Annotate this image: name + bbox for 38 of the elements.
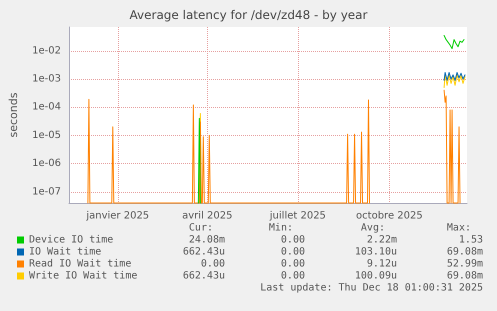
y-tick-label: 1e-06 [32, 158, 61, 170]
x-tick-label: juillet 2025 [268, 210, 326, 222]
text: 24.08m [188, 234, 225, 246]
y-axis-title: seconds [7, 92, 20, 138]
y-tick-label: 1e-05 [32, 130, 61, 141]
text: 662.43u [182, 270, 225, 282]
text: 1.53 [458, 234, 483, 246]
legend-label: Device IO time [29, 234, 114, 246]
text: 0.00 [280, 258, 305, 270]
text: 0.00 [280, 246, 305, 258]
y-tick-label: 1e-04 [32, 102, 61, 113]
text: 662.43u [182, 246, 225, 258]
text: Max: [446, 222, 471, 234]
x-tick-label: octobre 2025 [356, 210, 423, 222]
legend-label: IO Wait time [29, 246, 102, 258]
legend-label: Write IO Wait time [29, 270, 138, 282]
text: 9.12u [366, 258, 397, 270]
text: 0.00 [200, 258, 225, 270]
text: 0.00 [280, 234, 305, 246]
text: 2.22m [366, 234, 397, 246]
chart-title: Average latency for /dev/zd48 - by year [130, 8, 368, 22]
text: 100.09u [354, 270, 397, 282]
text: 0.00 [280, 270, 305, 282]
y-tick-label: 1e-07 [32, 186, 61, 198]
x-tick-label: janvier 2025 [85, 210, 150, 222]
text: Min: [268, 222, 293, 234]
x-tick-label: avril 2025 [182, 210, 232, 222]
text: 52.99m [446, 258, 483, 270]
text: Cur: [188, 222, 213, 234]
text: 69.08m [446, 270, 483, 282]
y-tick-label: 1e-02 [32, 45, 61, 56]
legend-label: Read IO Wait time [29, 258, 132, 270]
text: 69.08m [446, 246, 483, 258]
text: Avg: [360, 222, 385, 234]
line-series [444, 72, 466, 81]
text: Last update: Thu Dec 18 01:00:31 2025 [260, 282, 483, 294]
text: 103.10u [354, 246, 397, 258]
y-tick-label: 1e-03 [32, 74, 61, 85]
